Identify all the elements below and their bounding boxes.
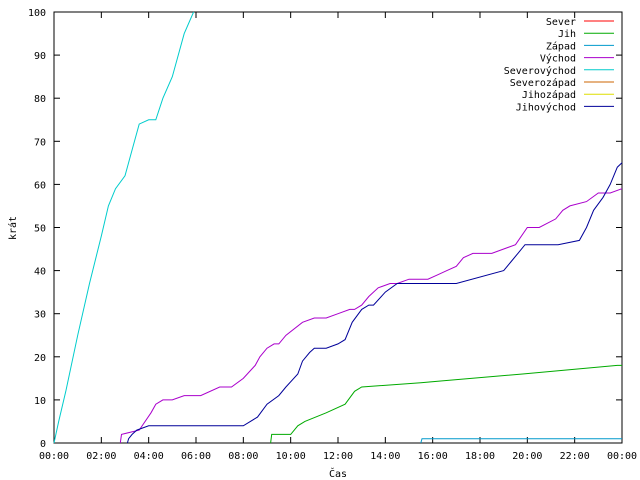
legend-label: Severovýchod (504, 65, 576, 77)
series-line (420, 438, 622, 444)
y-tick-label: 20 (34, 353, 46, 364)
y-tick-label: 80 (34, 94, 46, 105)
y-tick-label: 10 (34, 396, 46, 407)
x-axis: 00:00 02:00 04:00 06:00 08:00 10:00 12:00 14:00… (39, 12, 637, 462)
legend: SeverJihZápadVýchodSeverovýchodSeverozáp… (504, 17, 614, 113)
legend-label: Jih (558, 29, 576, 40)
x-tick-label: 10:00 (276, 451, 306, 462)
series-line (53, 11, 195, 444)
x-tick-label: 14:00 (370, 451, 400, 462)
y-axis: 0 10 20 30 40 50 60 70 80 90 100 (28, 8, 622, 450)
y-tick-label: 60 (34, 180, 46, 191)
legend-label: Západ (546, 40, 576, 52)
legend-label: Jihozápad (522, 89, 576, 101)
legend-label: Východ (540, 53, 576, 65)
x-tick-label: 02:00 (86, 451, 116, 462)
x-tick-label: 12:00 (323, 451, 353, 462)
legend-label: Severozápad (510, 77, 576, 89)
x-tick-label: 20:00 (512, 451, 542, 462)
x-tick-label: 06:00 (181, 451, 211, 462)
y-tick-label: 40 (34, 267, 46, 278)
y-tick-label: 100 (28, 8, 46, 19)
x-tick-label: 08:00 (228, 451, 258, 462)
legend-label: Jihovýchod (516, 101, 576, 113)
x-tick-label: 00:00 (607, 451, 637, 462)
legend-label: Sever (546, 17, 576, 28)
series-line (270, 364, 622, 444)
series-lines (53, 11, 623, 444)
x-axis-label: Čas (329, 467, 347, 480)
x-tick-label: 00:00 (39, 451, 69, 462)
y-tick-label: 30 (34, 310, 46, 321)
y-tick-label: 90 (34, 51, 46, 62)
y-tick-label: 50 (34, 224, 46, 235)
x-tick-label: 16:00 (418, 451, 448, 462)
x-tick-label: 04:00 (134, 451, 164, 462)
x-tick-label: 18:00 (465, 451, 495, 462)
y-axis-label: krát (7, 216, 19, 240)
series-line (119, 188, 623, 444)
series-line (126, 162, 623, 444)
y-tick-label: 0 (40, 439, 46, 450)
y-tick-label: 70 (34, 137, 46, 148)
x-tick-label: 22:00 (560, 451, 590, 462)
